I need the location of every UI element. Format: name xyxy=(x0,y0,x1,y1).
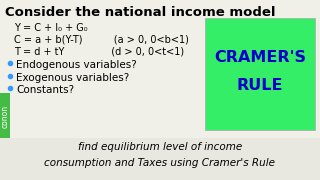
Text: Consider the national income model: Consider the national income model xyxy=(5,6,276,19)
Text: CRAMER'S: CRAMER'S xyxy=(214,51,306,66)
Text: C = a + b(Y-T)          (a > 0, 0<b<1): C = a + b(Y-T) (a > 0, 0<b<1) xyxy=(14,35,189,45)
Text: Y = C + I₀ + G₀: Y = C + I₀ + G₀ xyxy=(14,23,88,33)
Bar xyxy=(0,93,10,138)
Text: find equilibrium level of income: find equilibrium level of income xyxy=(78,142,242,152)
Text: Constants?: Constants? xyxy=(16,85,74,95)
Text: conon: conon xyxy=(1,104,10,128)
Text: T = d + tY               (d > 0, 0<t<1): T = d + tY (d > 0, 0<t<1) xyxy=(14,47,184,57)
Text: Exogenous variables?: Exogenous variables? xyxy=(16,73,129,83)
Text: RULE: RULE xyxy=(237,78,283,93)
Bar xyxy=(0,138,320,180)
Text: Endogenous variables?: Endogenous variables? xyxy=(16,60,137,70)
Text: consumption and Taxes using Cramer's Rule: consumption and Taxes using Cramer's Rul… xyxy=(44,158,276,168)
Bar xyxy=(205,18,315,130)
